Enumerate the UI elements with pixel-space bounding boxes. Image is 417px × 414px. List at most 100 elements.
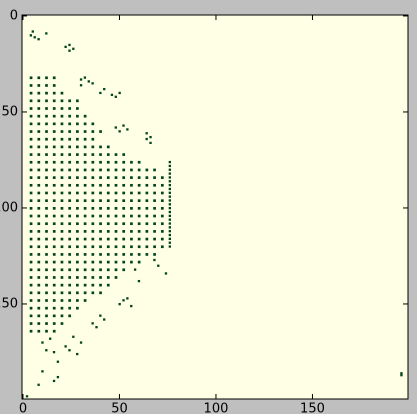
cell bbox=[37, 199, 41, 203]
cell bbox=[83, 114, 87, 118]
cell bbox=[137, 253, 141, 256]
cell bbox=[45, 76, 48, 80]
cell bbox=[133, 268, 137, 271]
x-tick-label: 50 bbox=[111, 402, 128, 414]
cell bbox=[153, 207, 156, 210]
cell bbox=[37, 122, 41, 126]
cell bbox=[118, 91, 121, 95]
cell bbox=[168, 195, 171, 198]
cell bbox=[99, 145, 102, 149]
cell bbox=[60, 130, 64, 133]
cell bbox=[168, 218, 171, 221]
x-tick-label: 0 bbox=[19, 402, 27, 414]
cell bbox=[52, 207, 56, 210]
cell bbox=[122, 191, 126, 195]
cell bbox=[91, 199, 95, 203]
cell bbox=[106, 230, 110, 233]
cell bbox=[137, 176, 141, 179]
cell bbox=[91, 214, 95, 218]
cell bbox=[29, 314, 33, 318]
cell bbox=[168, 160, 171, 164]
cell bbox=[145, 168, 149, 172]
cell bbox=[76, 114, 79, 118]
cell bbox=[45, 176, 48, 179]
cell bbox=[160, 199, 164, 203]
cell bbox=[52, 191, 56, 195]
cell bbox=[60, 245, 64, 249]
cell bbox=[122, 237, 126, 241]
cell bbox=[29, 168, 33, 172]
cell bbox=[29, 230, 33, 233]
cell bbox=[145, 207, 149, 210]
cell bbox=[29, 268, 33, 272]
cell bbox=[114, 268, 118, 272]
cell bbox=[114, 199, 118, 203]
cell bbox=[83, 183, 87, 187]
cell bbox=[37, 38, 40, 41]
cell bbox=[160, 176, 164, 179]
cell bbox=[153, 183, 156, 187]
cell bbox=[130, 222, 133, 226]
cell bbox=[37, 84, 41, 87]
cell bbox=[60, 176, 64, 179]
cell bbox=[37, 130, 41, 133]
cell bbox=[45, 322, 48, 325]
cell bbox=[37, 99, 41, 103]
cell bbox=[114, 160, 118, 164]
cell bbox=[160, 237, 164, 241]
cell bbox=[137, 237, 141, 241]
cell bbox=[122, 199, 126, 203]
cell bbox=[29, 276, 33, 279]
cell bbox=[29, 260, 33, 264]
cell bbox=[91, 260, 95, 264]
cell bbox=[68, 107, 72, 110]
cell bbox=[114, 237, 118, 241]
cell bbox=[99, 183, 102, 187]
cell bbox=[52, 314, 56, 318]
cell bbox=[37, 176, 41, 179]
cell bbox=[106, 153, 110, 156]
cell bbox=[114, 276, 118, 279]
cell bbox=[37, 183, 41, 187]
cell bbox=[29, 306, 33, 310]
cell bbox=[160, 183, 164, 187]
cell bbox=[130, 183, 133, 187]
cell bbox=[83, 191, 87, 195]
cell bbox=[153, 168, 156, 172]
cell bbox=[45, 122, 48, 126]
cell bbox=[29, 34, 33, 37]
cell bbox=[60, 168, 64, 172]
cell bbox=[52, 237, 56, 241]
cell bbox=[41, 341, 44, 344]
cell bbox=[168, 183, 171, 187]
cell bbox=[52, 176, 56, 179]
cell bbox=[45, 237, 48, 241]
cell bbox=[68, 222, 72, 226]
cell bbox=[145, 176, 149, 179]
cell bbox=[60, 214, 64, 218]
cell bbox=[91, 230, 95, 233]
cell bbox=[64, 345, 67, 348]
cell bbox=[160, 245, 164, 249]
cell bbox=[91, 137, 95, 141]
cell bbox=[60, 299, 64, 302]
cell bbox=[37, 299, 41, 302]
cell bbox=[37, 76, 41, 80]
cell bbox=[49, 337, 52, 340]
cell bbox=[99, 283, 102, 287]
cell bbox=[168, 172, 171, 175]
cell bbox=[83, 160, 87, 164]
cell bbox=[99, 191, 102, 195]
cell bbox=[168, 180, 171, 183]
cell bbox=[400, 372, 403, 375]
cell bbox=[91, 283, 95, 287]
cell bbox=[76, 306, 79, 310]
cell bbox=[83, 168, 87, 172]
cell bbox=[99, 176, 102, 179]
cell bbox=[76, 168, 79, 172]
cell bbox=[60, 183, 64, 187]
cell bbox=[91, 153, 95, 156]
cell bbox=[99, 214, 102, 218]
cell bbox=[76, 260, 79, 264]
cell bbox=[114, 191, 118, 195]
